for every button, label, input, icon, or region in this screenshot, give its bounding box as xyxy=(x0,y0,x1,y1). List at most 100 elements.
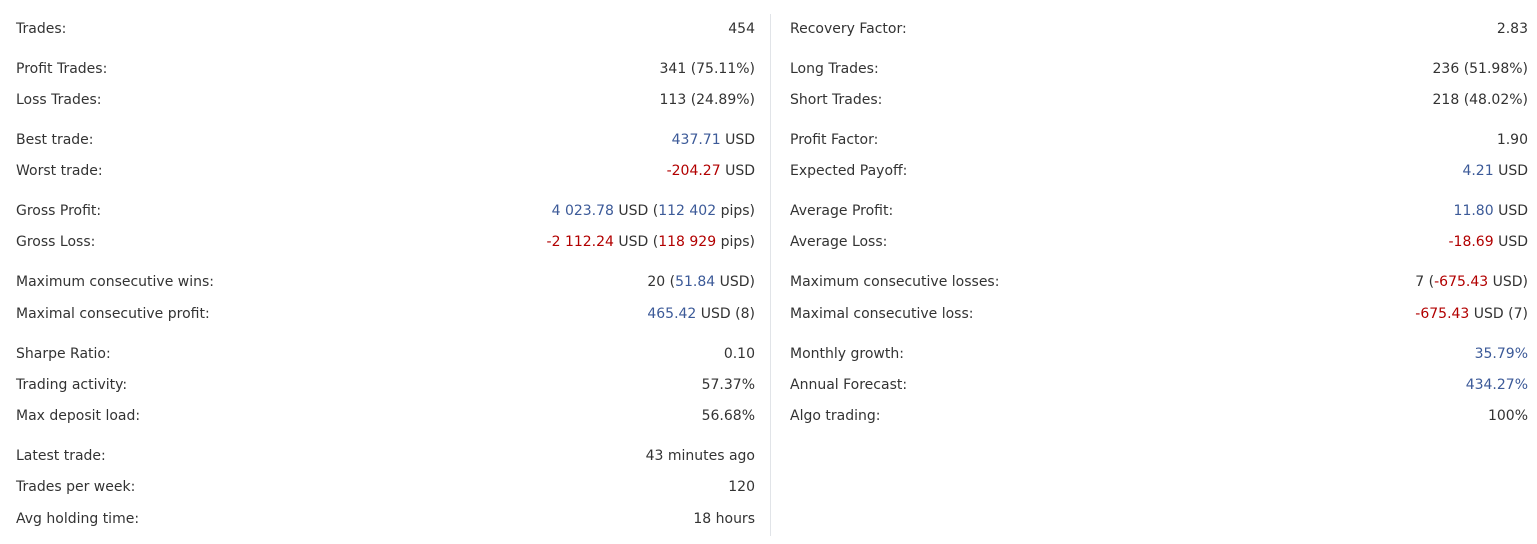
value-text: 18 hours xyxy=(693,511,755,527)
value-text: USD (8) xyxy=(696,306,755,322)
stat-row: Worst trade: -204.27 USD xyxy=(16,161,755,181)
stat-row: Trading activity: 57.37% xyxy=(16,375,755,395)
stat-label: Latest trade: xyxy=(16,448,106,464)
stat-row: Recovery Factor: 2.83 xyxy=(790,19,1528,39)
value-text: 0.10 xyxy=(723,346,755,362)
stat-value: 1.90 xyxy=(1497,132,1528,148)
stat-value: 465.42 USD (8) xyxy=(647,306,755,322)
value-text: USD ( xyxy=(613,234,659,250)
stat-row: Expected Payoff: 4.21 USD xyxy=(790,161,1528,181)
negative-value: -675.43 xyxy=(1415,306,1470,322)
stat-row: Maximum consecutive losses: 7 (-675.43 US… xyxy=(790,272,1528,292)
stat-value: 4.21 USD xyxy=(1462,163,1528,179)
stat-label: Best trade: xyxy=(16,132,94,148)
negative-value: -2 112.24 xyxy=(546,234,614,250)
value-text: USD xyxy=(720,163,755,179)
stat-value: 120 xyxy=(728,479,755,495)
stat-value: 100% xyxy=(1488,408,1528,424)
stat-label: Maximal consecutive loss: xyxy=(790,306,974,322)
value-text: 100% xyxy=(1487,408,1528,424)
stat-label: Average Loss: xyxy=(790,234,888,250)
stat-row: Loss Trades: 113 (24.89%) xyxy=(16,90,755,110)
value-text: USD xyxy=(1493,203,1528,219)
stat-label: Expected Payoff: xyxy=(790,163,908,179)
negative-value: 118 929 xyxy=(658,234,717,250)
stat-label: Short Trades: xyxy=(790,92,883,108)
stat-row: Short Trades: 218 (48.02%) xyxy=(790,90,1528,110)
stat-value: 20 (51.84 USD) xyxy=(647,274,755,290)
stat-label: Average Profit: xyxy=(790,203,894,219)
stat-label: Loss Trades: xyxy=(16,92,102,108)
value-text: USD ( xyxy=(613,203,659,219)
positive-value: 434.27% xyxy=(1465,377,1528,393)
value-text: 20 ( xyxy=(647,274,676,290)
stat-value: 236 (51.98%) xyxy=(1433,61,1528,77)
stat-label: Gross Profit: xyxy=(16,203,102,219)
stat-label: Profit Trades: xyxy=(16,61,108,77)
stat-row: Trades: 454 xyxy=(16,19,755,39)
value-text: USD xyxy=(1493,234,1528,250)
value-text: USD xyxy=(720,132,755,148)
stat-row: Average Profit: 11.80 USD xyxy=(790,201,1528,221)
stat-row: Sharpe Ratio: 0.10 xyxy=(16,344,755,364)
stat-value: 218 (48.02%) xyxy=(1433,92,1528,108)
stat-value: 35.79% xyxy=(1475,346,1528,362)
stat-label: Avg holding time: xyxy=(16,511,140,527)
stat-row: Long Trades: 236 (51.98%) xyxy=(790,59,1528,79)
stat-value: 11.80 USD xyxy=(1454,203,1528,219)
value-text: 120 xyxy=(728,479,755,495)
stat-label: Maximal consecutive profit: xyxy=(16,306,210,322)
stat-value: 57.37% xyxy=(702,377,755,393)
stat-value: 56.68% xyxy=(702,408,755,424)
stat-row: Algo trading: 100% xyxy=(790,406,1528,426)
value-text: 2.83 xyxy=(1496,21,1528,37)
stat-row: Annual Forecast: 434.27% xyxy=(790,375,1528,395)
stat-row: Max deposit load: 56.68% xyxy=(16,406,755,426)
stat-value: 7 (-675.43 USD) xyxy=(1415,274,1528,290)
positive-value: 11.80 xyxy=(1453,203,1494,219)
positive-value: 35.79% xyxy=(1474,346,1528,362)
stat-value: 113 (24.89%) xyxy=(660,92,755,108)
stat-label: Trades: xyxy=(16,21,67,37)
stat-row: Profit Trades: 341 (75.11%) xyxy=(16,59,755,79)
stat-label: Trades per week: xyxy=(16,479,136,495)
value-text: 1.90 xyxy=(1496,132,1528,148)
value-text: USD) xyxy=(1488,274,1528,290)
stat-label: Worst trade: xyxy=(16,163,103,179)
stat-label: Trading activity: xyxy=(16,377,128,393)
stat-value: 4 023.78 USD (112 402 pips) xyxy=(552,203,755,219)
stat-row: Latest trade: 43 minutes ago xyxy=(16,446,755,466)
negative-value: -675.43 xyxy=(1434,274,1489,290)
positive-value: 465.42 xyxy=(647,306,697,322)
stat-label: Gross Loss: xyxy=(16,234,96,250)
stat-label: Monthly growth: xyxy=(790,346,904,362)
stat-label: Maximum consecutive losses: xyxy=(790,274,1000,290)
stat-row: Profit Factor: 1.90 xyxy=(790,130,1528,150)
stat-label: Max deposit load: xyxy=(16,408,141,424)
stat-label: Annual Forecast: xyxy=(790,377,908,393)
value-text: pips) xyxy=(716,203,755,219)
stat-row: Maximum consecutive wins: 20 (51.84 USD) xyxy=(16,272,755,292)
stat-label: Recovery Factor: xyxy=(790,21,907,37)
column-divider xyxy=(770,14,771,536)
negative-value: -18.69 xyxy=(1448,234,1494,250)
stat-value: -204.27 USD xyxy=(667,163,755,179)
stat-label: Algo trading: xyxy=(790,408,881,424)
stat-row: Best trade: 437.71 USD xyxy=(16,130,755,150)
stat-label: Maximum consecutive wins: xyxy=(16,274,214,290)
positive-value: 437.71 xyxy=(671,132,721,148)
positive-value: 4 023.78 xyxy=(551,203,614,219)
value-text: 454 xyxy=(728,21,755,37)
stat-row: Gross Loss: -2 112.24 USD (118 929 pips) xyxy=(16,232,755,252)
positive-value: 51.84 xyxy=(675,274,716,290)
value-text: 218 (48.02%) xyxy=(1432,92,1528,108)
stat-row: Avg holding time: 18 hours xyxy=(16,509,755,529)
negative-value: -204.27 xyxy=(666,163,721,179)
stat-row: Maximal consecutive loss: -675.43 USD (7) xyxy=(790,304,1528,324)
stat-value: -18.69 USD xyxy=(1448,234,1528,250)
stat-row: Trades per week: 120 xyxy=(16,477,755,497)
value-text: pips) xyxy=(716,234,755,250)
stat-value: 341 (75.11%) xyxy=(660,61,755,77)
stat-value: 437.71 USD xyxy=(672,132,755,148)
stat-label: Long Trades: xyxy=(790,61,879,77)
